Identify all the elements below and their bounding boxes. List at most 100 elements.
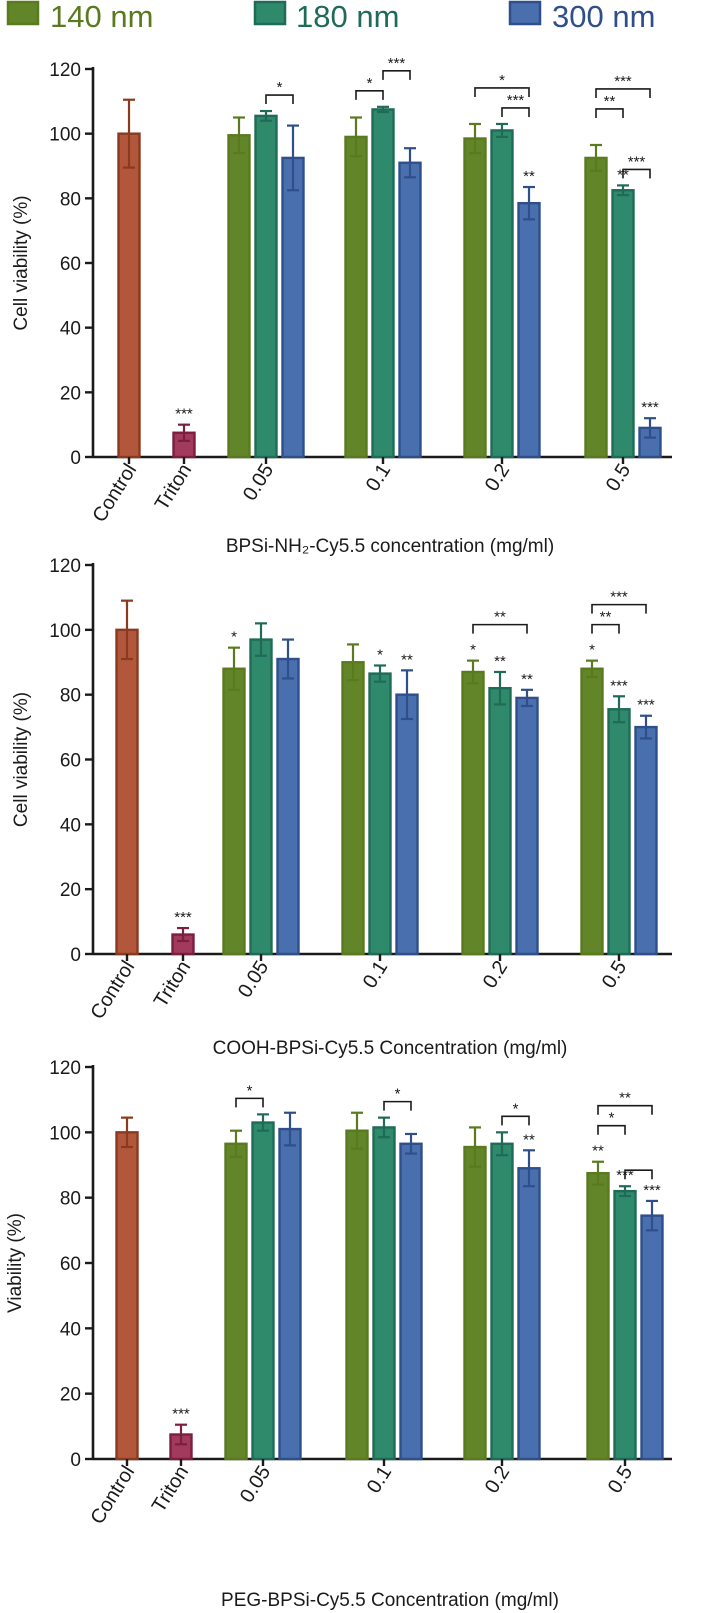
legend-label-180nm: 180 nm [296,0,399,34]
comparison-label: *** [610,589,628,606]
comparison-bracket [474,87,530,97]
series-1-cat-2-bar [490,1142,514,1461]
y-tick-label: 80 [60,189,81,210]
series-1-cat-1-bar [372,1126,396,1461]
series-2-cat-0-bar [281,156,305,459]
comparison-label: *** [614,73,632,90]
series-2-cat-2-significance: ** [521,671,533,688]
comparison-bracket [383,1100,412,1111]
x-tick-label: 0.1 [362,460,395,495]
series-0-cat-2-bar [463,1145,487,1461]
series-0-cat-0-bar [222,667,246,956]
y-tick-label: 120 [49,1058,81,1079]
series-0-cat-0-significance: * [231,629,237,646]
series-2-cat-0-bar [278,1127,302,1461]
comparison-bracket [501,1115,530,1126]
y-tick-label: 0 [70,945,81,966]
comparison-bracket [591,623,620,634]
x-axis-title: BPSi-NH₂-Cy5.5 concentration (mg/ml) [226,536,554,557]
series-1-cat-1-bar [368,672,392,956]
comparison-bracket [382,70,411,80]
comparison-label: *** [388,55,406,72]
y-tick-label: 120 [49,60,81,81]
legend-swatch-140nm [6,0,40,26]
comparison-label: *** [507,92,525,109]
y-axis-title: Cell viability (%) [11,692,32,827]
comparison-label: * [513,1100,519,1117]
control-bar [115,628,139,956]
comparison-label: * [609,1110,615,1127]
series-0-cat-1-bar [345,1129,369,1461]
comparison-bracket [472,623,528,634]
legend-item-180nm: 180 nm [253,0,399,34]
series-1-cat-0-bar [254,114,278,459]
series-2-cat-3-significance: *** [643,1182,661,1199]
x-tick-label: 0.05 [234,957,273,1002]
y-axis-title: Viability (%) [5,1213,26,1313]
x-tick-label: Control [86,1462,139,1528]
y-tick-label: 100 [49,621,81,642]
series-0-cat-2-bar [461,670,485,956]
x-tick-label: 0.5 [598,957,631,992]
series-2-cat-2-significance: ** [523,1131,535,1148]
x-tick-label: 0.1 [359,957,392,992]
comparison-bracket [591,603,647,614]
x-tick-label: 0.2 [479,957,512,992]
y-tick-label: 120 [49,556,81,577]
y-tick-label: 100 [49,1123,81,1144]
series-2-cat-1-bar [395,693,419,956]
series-1-cat-3-bar [607,708,631,956]
x-axis-title: COOH-BPSi-Cy5.5 Concentration (mg/ml) [213,1038,568,1059]
legend-swatch-180nm [253,0,287,26]
legend-swatch-300nm [508,0,542,26]
comparison-label: ** [600,609,612,626]
comparison-bracket [501,107,530,117]
comparison-label: * [395,1086,401,1103]
series-1-cat-1-bar [371,108,395,459]
y-tick-label: 40 [60,319,81,340]
control-bar [117,132,141,459]
series-0-cat-1-bar [341,661,365,956]
legend-label-300nm: 300 nm [552,0,655,34]
series-2-cat-3-bar [634,725,658,956]
triton-significance: *** [175,406,193,423]
y-tick-label: 20 [60,880,81,901]
series-2-cat-1-bar [398,161,422,459]
comparison-label: * [499,72,505,89]
series-0-cat-1-bar [344,135,368,459]
y-axis-title: Cell viability (%) [11,195,32,330]
control-bar [115,1131,139,1461]
y-tick-label: 20 [60,1385,81,1406]
series-0-cat-0-bar [227,134,251,459]
series-1-cat-3-bar [613,1189,637,1461]
y-tick-label: 80 [60,1189,81,1210]
series-1-cat-2-bar [488,686,512,956]
series-2-cat-3-bar [640,1214,664,1461]
comparison-bracket [355,90,384,100]
x-tick-label: Triton [150,957,195,1011]
comparison-bracket [265,94,294,105]
x-tick-label: 0.5 [604,1462,637,1497]
series-1-cat-2-bar [490,129,514,459]
comparison-label: * [247,1082,253,1099]
series-1-cat-0-bar [251,1121,275,1461]
comparison-bracket [595,88,651,98]
series-2-cat-1-bar [399,1142,423,1461]
x-tick-label: 0.5 [602,460,635,495]
comparison-bracket [597,1124,626,1135]
series-0-cat-3-bar [586,1171,610,1461]
comparison-label: * [367,75,373,92]
y-tick-label: 80 [60,686,81,707]
legend-label-140nm: 140 nm [50,0,153,34]
comparison-bracket [622,168,651,179]
x-tick-label: 0.2 [481,460,514,495]
y-tick-label: 60 [60,1254,81,1275]
series-2-cat-3-significance: *** [637,697,655,714]
comparison-label: *** [628,153,646,170]
comparison-label: * [277,79,283,96]
series-2-cat-2-bar [517,201,541,459]
series-0-cat-3-significance: * [589,642,595,659]
series-0-cat-2-significance: * [470,642,476,659]
series-1-cat-0-bar [249,638,273,956]
